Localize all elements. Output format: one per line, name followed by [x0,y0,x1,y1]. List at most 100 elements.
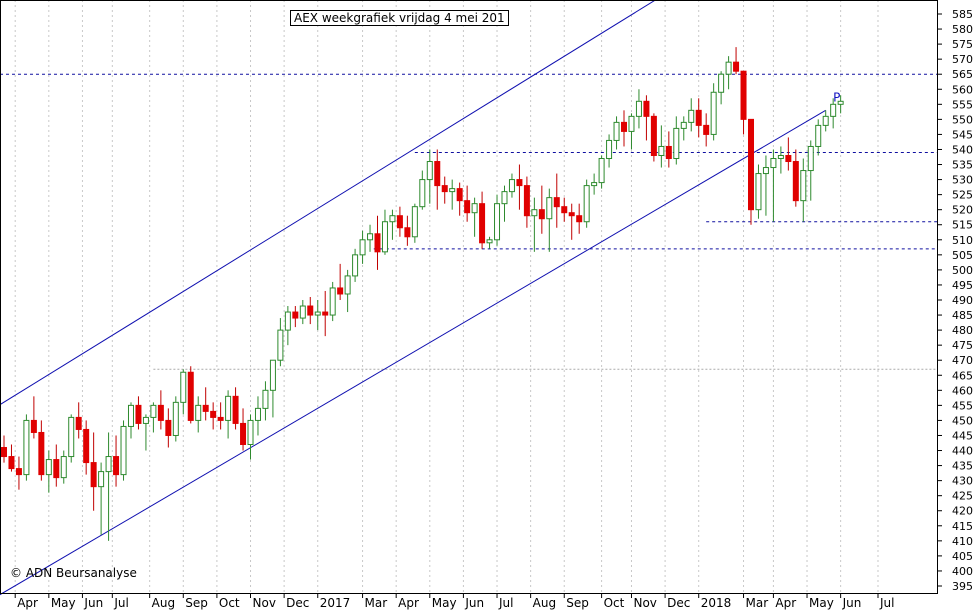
candle-body [777,154,784,160]
y-tick-label: 580 [952,23,973,36]
candle-body [471,203,478,214]
candle-body [292,311,299,319]
y-tick-label: 515 [952,219,973,232]
candle-body [635,100,642,117]
y-tick-label: 565 [952,68,973,81]
candle-body [367,233,374,241]
candle-body [733,61,740,72]
y-tick-label: 470 [952,354,973,367]
candle-body [665,145,672,160]
y-tick-label: 455 [952,399,973,412]
candle-body [464,200,471,214]
candle-body [748,118,754,211]
x-tick-label: 2017 [320,596,351,610]
candle-body [523,185,530,217]
x-tick-label: 2018 [701,596,732,610]
y-tick-label: 425 [952,490,973,503]
candle-body [807,145,814,172]
candle-body [187,371,194,421]
y-tick-label: 430 [952,475,973,488]
candle-body [15,468,22,476]
y-tick-label: 505 [952,249,973,262]
candle-body [718,73,725,93]
candle-body [195,404,202,421]
candle-body [815,124,822,147]
x-tick-label: Jun [842,596,862,610]
candle-body [591,182,598,187]
y-tick-label: 485 [952,309,973,322]
candle-body [98,471,105,488]
candle-body [576,215,583,223]
x-tick-label: Jun [464,596,484,610]
candle-body [538,209,545,220]
candle-body [434,161,441,187]
candle-body [113,456,120,476]
candles [1,47,844,541]
candle-body [90,462,97,488]
candle-body [822,115,829,126]
candle-body [516,179,523,187]
candle-body [568,212,575,217]
candle-body [127,404,134,427]
y-tick-label: 405 [952,550,973,563]
candle-body [441,185,448,193]
candle-body [142,416,149,424]
y-tick-label: 475 [952,339,973,352]
copyright-label: © ADN Beursanalyse [10,566,137,580]
candle-body [508,179,515,193]
x-tick-label: Aug [152,596,175,610]
chart-title: AEX weekgrafiek vrijdag 4 mei 201 [290,10,509,26]
y-tick-label: 510 [952,234,973,247]
candle-body [680,121,687,129]
candle-body [307,305,314,316]
candle-body [673,127,680,160]
candle-body [695,109,702,126]
y-tick-label: 480 [952,324,973,337]
candle-body [703,124,710,135]
x-tick-label: Sep [185,596,208,610]
candle-body [269,359,276,391]
candle-body [688,109,695,123]
x-tick-label: Apr [775,596,796,610]
candle-body [411,206,418,238]
candle-body [755,173,762,211]
candle-body [762,167,769,175]
candle-body [830,103,837,117]
channel-line [0,109,826,596]
y-tick-label: 500 [952,264,973,277]
candle-body [546,197,553,220]
candle-body [710,91,717,135]
candle-body [389,215,396,223]
y-tick-label: 535 [952,159,973,172]
candle-body [277,329,284,361]
y-tick-label: 415 [952,520,973,533]
candle-body [202,404,209,412]
candle-body [374,233,381,253]
candle-body [75,416,82,430]
candle-body [217,416,224,421]
x-tick-label: May [432,596,457,610]
candle-body [628,115,635,132]
candle-body [501,191,508,205]
candle-body [68,416,75,458]
candle-body [225,395,232,421]
y-tick-label: 530 [952,174,973,187]
y-tick-label: 395 [952,580,973,593]
candle-body [598,158,605,184]
x-tick-label: Oct [219,596,240,610]
candle-body [359,239,366,256]
y-tick-label: 420 [952,505,973,518]
candle-body [240,422,247,446]
candle-body [30,419,37,433]
x-tick-label: Jun [83,596,103,610]
candle-body [60,456,67,479]
x-tick-label: Jul [498,596,513,610]
x-tick-label: Aug [533,596,556,610]
candle-body [785,154,792,163]
y-tick-label: 400 [952,565,973,578]
candle-body [344,275,351,295]
candle-body [23,419,30,476]
candle-body [643,100,650,117]
candle-body [314,311,321,316]
